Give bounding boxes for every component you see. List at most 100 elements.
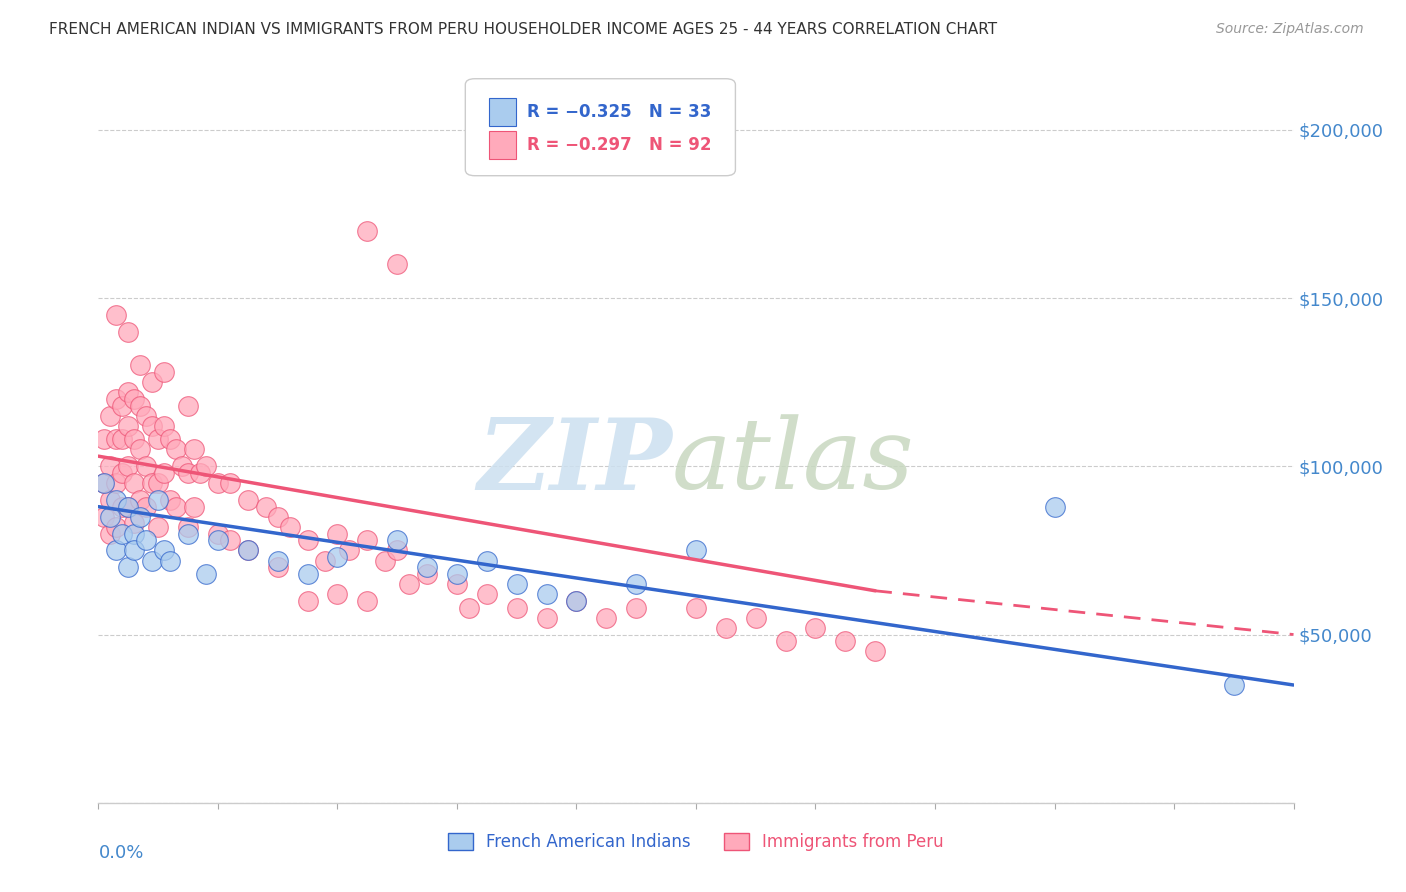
- Point: [148, 492, 170, 507]
- Point: [356, 594, 378, 608]
- Point: [98, 459, 122, 474]
- Point: [141, 375, 163, 389]
- Point: [177, 466, 200, 480]
- Point: [385, 257, 409, 271]
- Point: [111, 399, 134, 413]
- Point: [834, 634, 856, 648]
- Point: [129, 509, 152, 524]
- Point: [117, 500, 139, 514]
- Point: [745, 610, 768, 624]
- Point: [105, 433, 128, 447]
- Point: [177, 399, 200, 413]
- Point: [195, 566, 218, 581]
- Point: [117, 459, 139, 474]
- Point: [135, 500, 157, 514]
- Point: [98, 409, 122, 423]
- Point: [165, 442, 187, 457]
- Point: [475, 553, 498, 567]
- Point: [506, 577, 529, 591]
- Point: [98, 526, 122, 541]
- Point: [326, 526, 349, 541]
- Point: [207, 533, 229, 548]
- Legend: French American Indians, Immigrants from Peru: French American Indians, Immigrants from…: [441, 826, 950, 857]
- Point: [93, 476, 115, 491]
- Point: [267, 553, 290, 567]
- Text: R = −0.297   N = 92: R = −0.297 N = 92: [527, 136, 711, 153]
- Point: [98, 492, 122, 507]
- Point: [804, 621, 827, 635]
- Point: [398, 577, 420, 591]
- Point: [124, 476, 146, 491]
- Point: [153, 543, 176, 558]
- Point: [326, 587, 349, 601]
- Point: [183, 500, 205, 514]
- Point: [1043, 500, 1066, 514]
- Point: [236, 543, 259, 558]
- Point: [177, 526, 200, 541]
- Point: [129, 442, 152, 457]
- Point: [111, 526, 134, 541]
- Point: [297, 566, 319, 581]
- Point: [105, 476, 128, 491]
- Point: [129, 492, 152, 507]
- Point: [148, 433, 170, 447]
- Point: [148, 520, 170, 534]
- Point: [315, 553, 337, 567]
- Point: [117, 500, 139, 514]
- Point: [254, 500, 277, 514]
- Point: [105, 520, 128, 534]
- Point: [278, 520, 301, 534]
- Point: [565, 594, 588, 608]
- Point: [207, 526, 229, 541]
- Point: [105, 492, 128, 507]
- Point: [141, 418, 163, 433]
- Point: [159, 492, 181, 507]
- Point: [159, 433, 181, 447]
- Point: [356, 533, 378, 548]
- Point: [385, 543, 409, 558]
- Point: [124, 433, 146, 447]
- Point: [117, 418, 139, 433]
- Point: [111, 500, 134, 514]
- Point: [93, 433, 115, 447]
- Point: [148, 476, 170, 491]
- Point: [117, 385, 139, 400]
- Point: [565, 594, 588, 608]
- Point: [219, 476, 242, 491]
- Point: [458, 600, 481, 615]
- Point: [124, 543, 146, 558]
- Point: [207, 476, 229, 491]
- Point: [177, 520, 200, 534]
- Point: [374, 553, 396, 567]
- Point: [98, 509, 122, 524]
- Point: [153, 418, 176, 433]
- Point: [153, 466, 176, 480]
- Text: atlas: atlas: [672, 415, 915, 510]
- Point: [188, 466, 211, 480]
- Point: [536, 610, 558, 624]
- Point: [124, 526, 146, 541]
- Point: [141, 476, 163, 491]
- Point: [135, 533, 157, 548]
- Point: [297, 594, 319, 608]
- Point: [129, 399, 152, 413]
- Point: [93, 509, 115, 524]
- Point: [219, 533, 242, 548]
- Point: [326, 550, 349, 565]
- Point: [183, 442, 205, 457]
- Point: [339, 543, 361, 558]
- Text: Source: ZipAtlas.com: Source: ZipAtlas.com: [1216, 22, 1364, 37]
- Point: [105, 308, 128, 322]
- Point: [356, 224, 378, 238]
- Point: [117, 325, 139, 339]
- Point: [93, 476, 115, 491]
- Point: [111, 433, 134, 447]
- Point: [416, 566, 439, 581]
- Point: [714, 621, 737, 635]
- Point: [865, 644, 887, 658]
- Point: [236, 492, 259, 507]
- Point: [685, 543, 707, 558]
- Point: [267, 560, 290, 574]
- Point: [536, 587, 558, 601]
- Text: R = −0.325   N = 33: R = −0.325 N = 33: [527, 103, 711, 121]
